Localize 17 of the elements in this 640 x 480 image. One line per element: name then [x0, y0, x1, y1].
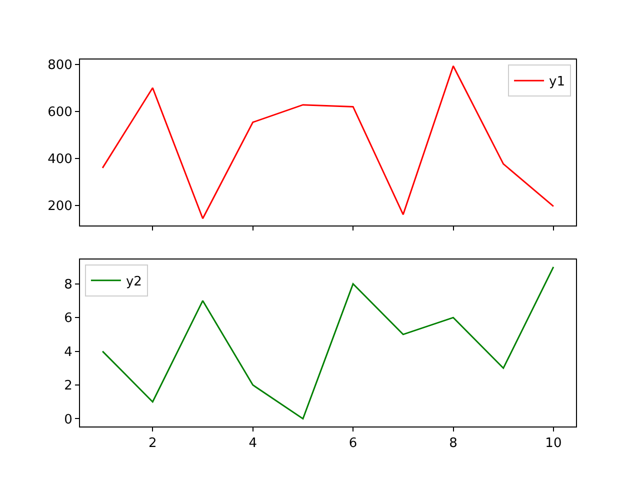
y-tick-label: 8: [64, 277, 72, 292]
y-tick-label: 0: [64, 412, 72, 428]
x-tick-label: 6: [348, 436, 358, 451]
line-series: [102, 266, 554, 420]
y-tick-label: 2: [64, 378, 72, 394]
y-tick-label: 200: [48, 199, 72, 214]
x-tick-label: 4: [248, 436, 257, 451]
y-tick-label: 6: [64, 311, 72, 326]
x-tick-label: 8: [449, 436, 458, 451]
legend-label: y1: [549, 74, 566, 90]
y-tick-label: 4: [64, 344, 72, 360]
x-tick-label: 10: [545, 436, 562, 451]
y-tick-label: 600: [48, 104, 72, 120]
y-tick-label: 800: [48, 58, 72, 73]
x-tick-label: 2: [148, 436, 157, 451]
legend-label: y2: [126, 274, 142, 290]
y-tick-label: 400: [48, 152, 72, 168]
